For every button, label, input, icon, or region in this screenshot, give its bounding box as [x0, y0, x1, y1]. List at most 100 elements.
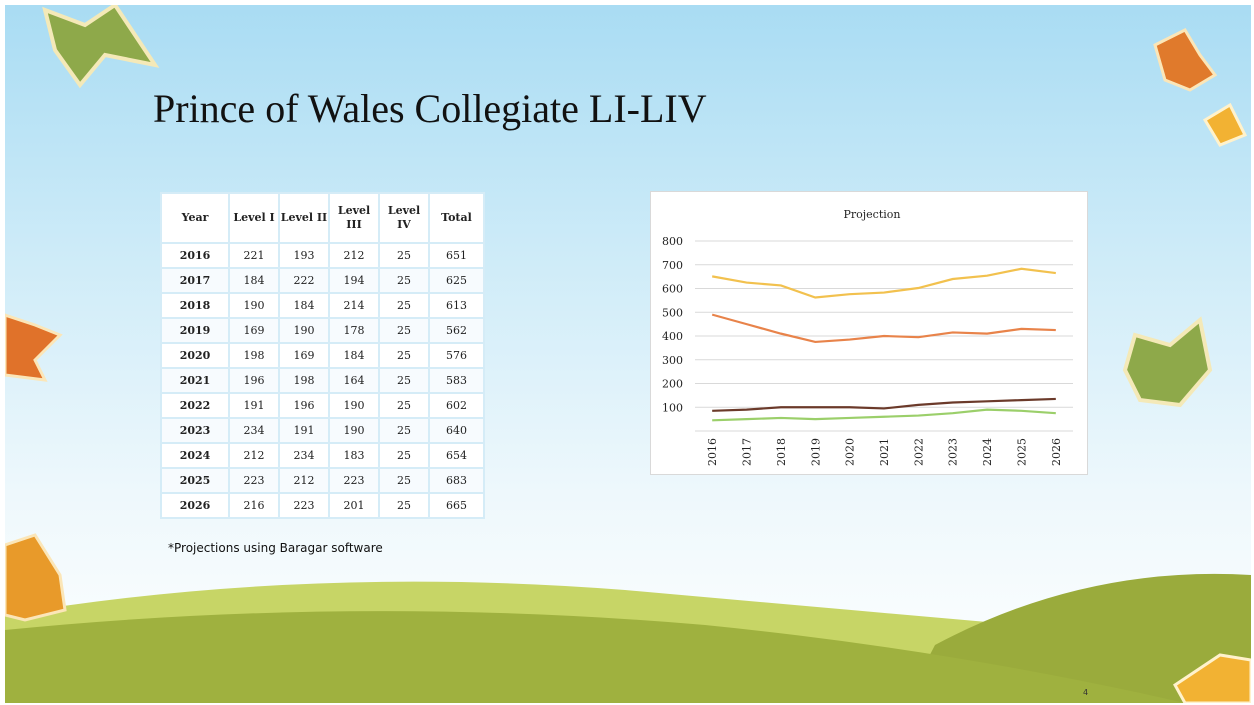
table-cell: 234: [229, 418, 279, 443]
table-cell: 613: [429, 293, 484, 318]
column-header: Level IV: [379, 193, 429, 243]
table-cell: 2018: [161, 293, 229, 318]
column-header: Level III: [329, 193, 379, 243]
table-cell: 194: [329, 268, 379, 293]
enrollment-table: YearLevel ILevel IILevel IIILevel IVTota…: [160, 192, 485, 519]
x-tick-label: 2023: [947, 438, 960, 466]
table-cell: 2016: [161, 243, 229, 268]
table-cell: 583: [429, 368, 484, 393]
table-cell: 178: [329, 318, 379, 343]
table-cell: 25: [379, 343, 429, 368]
table-cell: 196: [229, 368, 279, 393]
table-cell: 190: [229, 293, 279, 318]
table-cell: 221: [229, 243, 279, 268]
chart-title: Projection: [843, 208, 900, 221]
table-cell: 212: [229, 443, 279, 468]
table-cell: 625: [429, 268, 484, 293]
table-cell: 2019: [161, 318, 229, 343]
table-row: 202019816918425576: [161, 343, 484, 368]
table-cell: 2026: [161, 493, 229, 518]
leaf: [5, 535, 65, 620]
table-cell: 234: [279, 443, 329, 468]
table-cell: 25: [379, 443, 429, 468]
table-cell: 2022: [161, 393, 229, 418]
table-cell: 683: [429, 468, 484, 493]
table-cell: 25: [379, 468, 429, 493]
y-tick-label: 700: [662, 259, 683, 272]
table-cell: 562: [429, 318, 484, 343]
column-header: Total: [429, 193, 484, 243]
leaf: [1125, 320, 1210, 405]
table-cell: 576: [429, 343, 484, 368]
x-tick-label: 2021: [878, 438, 891, 466]
column-header: Year: [161, 193, 229, 243]
slide-title: Prince of Wales Collegiate LI-LIV: [153, 85, 707, 132]
table-cell: 191: [229, 393, 279, 418]
table-cell: 25: [379, 368, 429, 393]
table-cell: 25: [379, 418, 429, 443]
table-cell: 184: [279, 293, 329, 318]
table-cell: 183: [329, 443, 379, 468]
table-cell: 2024: [161, 443, 229, 468]
x-tick-label: 2022: [912, 438, 925, 466]
table-cell: 640: [429, 418, 484, 443]
table-cell: 2025: [161, 468, 229, 493]
table-cell: 193: [279, 243, 329, 268]
table-cell: 164: [329, 368, 379, 393]
table-cell: 198: [279, 368, 329, 393]
table-cell: 201: [329, 493, 379, 518]
table-cell: 223: [329, 468, 379, 493]
table-cell: 25: [379, 493, 429, 518]
table-cell: 216: [229, 493, 279, 518]
table-cell: 223: [279, 493, 329, 518]
table-cell: 190: [279, 318, 329, 343]
chart-frame: [651, 192, 1088, 475]
table-cell: 212: [279, 468, 329, 493]
y-tick-label: 300: [662, 354, 683, 367]
table-cell: 190: [329, 418, 379, 443]
table-cell: 602: [429, 393, 484, 418]
page-number: 4: [1083, 688, 1088, 697]
table-cell: 25: [379, 393, 429, 418]
table-cell: 25: [379, 293, 429, 318]
y-tick-label: 500: [662, 306, 683, 319]
footnote: *Projections using Baragar software: [168, 541, 383, 555]
x-tick-label: 2016: [706, 438, 719, 466]
table-cell: 2020: [161, 343, 229, 368]
page: {"title": "Prince of Wales Collegiate LI…: [0, 0, 1254, 705]
table-cell: 212: [329, 243, 379, 268]
x-tick-label: 2026: [1050, 438, 1063, 466]
table-cell: 25: [379, 243, 429, 268]
table-cell: 196: [279, 393, 329, 418]
table-cell: 2017: [161, 268, 229, 293]
table-cell: 654: [429, 443, 484, 468]
table-row: 202421223418325654: [161, 443, 484, 468]
y-tick-label: 100: [662, 401, 683, 414]
column-header: Level II: [279, 193, 329, 243]
table-cell: 191: [279, 418, 329, 443]
leaf: [5, 315, 60, 380]
table-cell: 222: [279, 268, 329, 293]
table-cell: 25: [379, 268, 429, 293]
leaf: [1205, 105, 1245, 145]
table-cell: 169: [229, 318, 279, 343]
x-tick-label: 2024: [981, 438, 994, 466]
table-cell: 651: [429, 243, 484, 268]
y-tick-label: 400: [662, 330, 683, 343]
x-tick-label: 2019: [809, 438, 822, 466]
table-cell: 2021: [161, 368, 229, 393]
leaf: [45, 5, 155, 85]
table-cell: 184: [229, 268, 279, 293]
x-tick-label: 2020: [844, 438, 857, 466]
table-cell: 184: [329, 343, 379, 368]
table-cell: 223: [229, 468, 279, 493]
